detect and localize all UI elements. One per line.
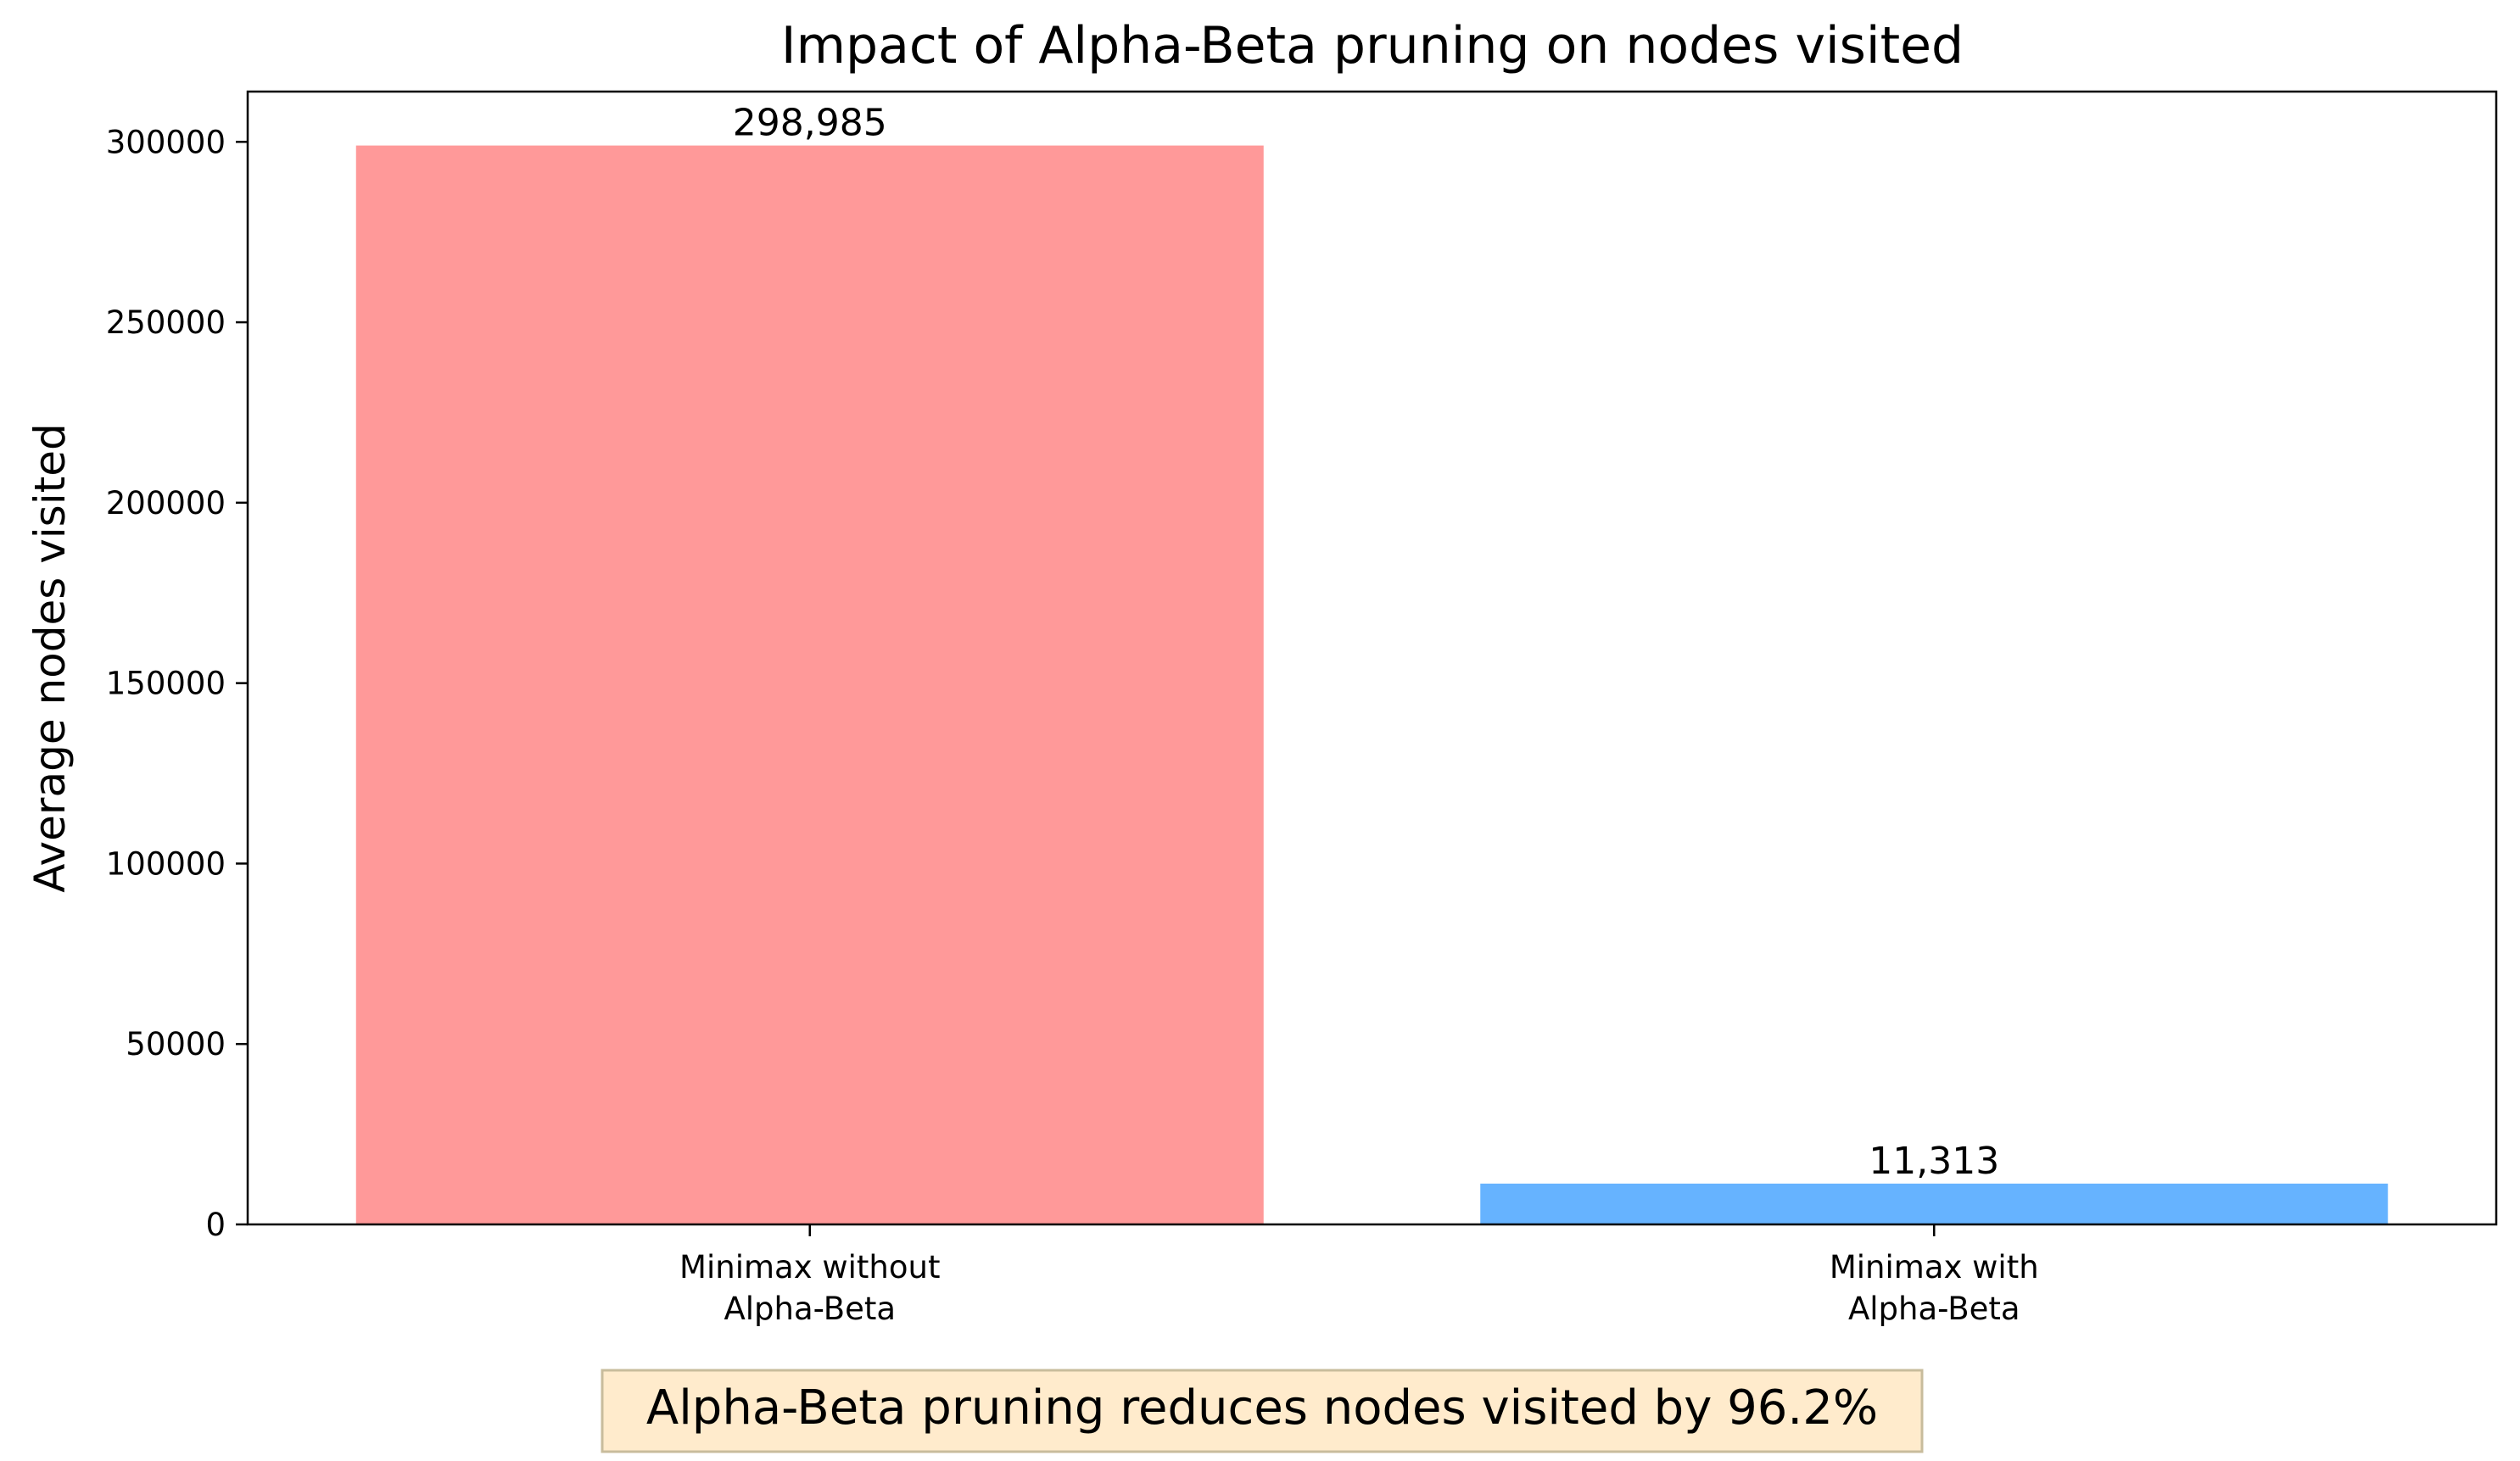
y-tick-label: 150000 [106, 666, 226, 702]
y-axis-label: Average nodes visited [25, 423, 75, 892]
x-tick-label-1-line-1: Minimax without [679, 1249, 940, 1285]
bar-value-label-2: 11,313 [1869, 1140, 1999, 1183]
y-tick-label: 250000 [106, 304, 226, 341]
y-tick-label: 200000 [106, 485, 226, 521]
bar-2 [1480, 1183, 2389, 1224]
y-tick-label: 0 [205, 1207, 226, 1243]
x-tick-label-1-line-2: Alpha-Beta [724, 1291, 896, 1327]
summary-annotation-text: Alpha-Beta pruning reduces nodes visited… [646, 1380, 1878, 1436]
y-tick-label: 300000 [106, 124, 226, 160]
value-labels-group: 298,985 11,313 [733, 102, 1999, 1183]
bar-value-label-1: 298,985 [733, 102, 887, 145]
x-tick-label-2-line-1: Minimax with [1830, 1249, 2039, 1285]
y-tick-label: 100000 [106, 845, 226, 882]
bars-group [355, 145, 2389, 1224]
x-tick-label-2-line-2: Alpha-Beta [1848, 1291, 2020, 1327]
y-tick-label: 50000 [126, 1026, 226, 1062]
chart-title: Impact of Alpha-Beta pruning on nodes vi… [781, 16, 1964, 75]
x-axis-ticks: Minimax without Alpha-Beta Minimax with Alp… [679, 1224, 2039, 1327]
summary-annotation: Alpha-Beta pruning reduces nodes visited… [601, 1369, 1924, 1453]
y-axis-ticks: 0 50000 100000 150000 200000 250000 300000 [106, 124, 248, 1243]
bar-1 [355, 145, 1264, 1224]
plot-area-frame [246, 90, 2498, 1226]
summary-annotation-box [601, 1369, 1924, 1453]
